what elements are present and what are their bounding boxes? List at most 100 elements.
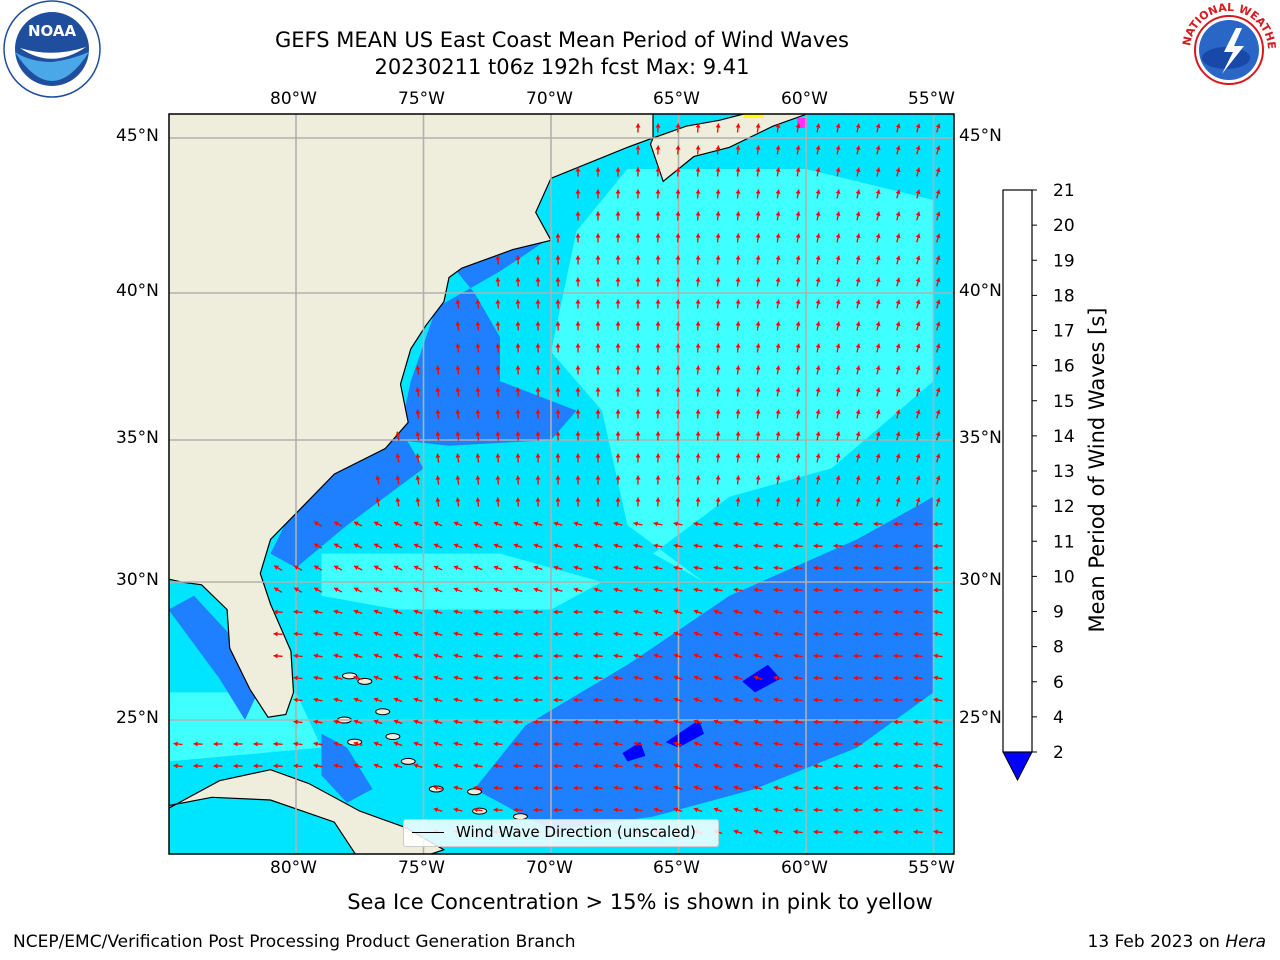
wave-direction-arrowhead (773, 631, 778, 637)
wave-direction-arrowhead (873, 609, 878, 615)
lon-label-top: 60°W (781, 89, 828, 109)
wave-direction-arrowhead (715, 343, 721, 348)
wave-direction-arrowhead (713, 719, 719, 725)
wave-direction-arrowhead (413, 631, 419, 637)
wave-direction-arrowhead (915, 387, 921, 393)
wave-direction-arrowhead (713, 807, 719, 813)
wave-direction-arrowhead (633, 587, 639, 593)
wave-direction-arrowhead (775, 299, 781, 304)
wave-direction-arrowhead (595, 299, 601, 304)
wave-direction-arrowhead (675, 123, 681, 128)
wave-direction-arrowhead (495, 321, 501, 326)
wave-direction-arrowhead (873, 697, 878, 703)
wave-direction-arrowhead (895, 453, 901, 459)
wave-direction-arrowhead (835, 167, 841, 172)
wave-direction-arrowhead (635, 343, 641, 348)
wave-direction-arrowhead (693, 587, 698, 593)
wave-direction-arrowhead (853, 719, 858, 725)
wave-direction-arrowhead (533, 521, 539, 527)
wave-direction-arrowhead (795, 343, 801, 348)
wave-direction-arrowhead (893, 741, 898, 747)
wave-direction-arrowhead (735, 167, 741, 172)
wave-direction-arrowhead (573, 741, 578, 747)
wave-direction-arrowhead (573, 763, 578, 769)
wave-direction-arrowhead (895, 431, 901, 437)
wave-direction-arrowhead (855, 409, 861, 415)
wave-direction-arrowhead (653, 807, 659, 813)
wave-direction-arrowhead (633, 741, 638, 747)
wave-direction-arrowhead (515, 255, 521, 260)
wave-direction-arrowhead (935, 387, 941, 393)
wave-direction-arrowhead (833, 521, 838, 527)
wave-direction-arrowhead (913, 543, 918, 549)
wave-direction-arrowhead (633, 807, 638, 813)
wave-direction-arrowhead (433, 785, 439, 791)
wave-direction-arrowhead (293, 719, 298, 725)
wave-direction-arrowhead (575, 277, 581, 282)
wave-direction-arrowhead (413, 741, 419, 747)
wave-direction-arrowhead (753, 829, 759, 835)
wave-direction-arrowhead (353, 719, 359, 725)
wave-direction-arrowhead (633, 719, 638, 725)
wave-direction-arrowhead (515, 321, 521, 326)
colorbar-tick-label: 4 (1053, 708, 1064, 728)
wave-direction-arrowhead (455, 321, 461, 326)
lon-label-bottom: 60°W (781, 858, 828, 878)
wave-direction-arrowhead (635, 255, 641, 260)
wave-direction-arrowhead (615, 167, 621, 172)
wave-direction-arrowhead (853, 675, 858, 681)
lat-label-right: 25°N (959, 708, 1002, 728)
wave-direction-arrowhead (875, 409, 881, 415)
wave-direction-arrowhead (535, 431, 541, 436)
wave-direction-arrowhead (933, 653, 938, 659)
wave-direction-arrowhead (653, 609, 659, 615)
wave-direction-arrowhead (815, 211, 821, 216)
wave-direction-arrowhead (653, 719, 659, 725)
wave-direction-arrowhead (913, 719, 918, 725)
wave-direction-arrowhead (493, 785, 498, 791)
wave-direction-arrowhead (513, 521, 519, 527)
wave-direction-arrowhead (655, 189, 661, 194)
wave-direction-arrowhead (635, 431, 641, 436)
wave-direction-arrowhead (393, 609, 399, 615)
wave-direction-arrowhead (455, 475, 461, 480)
wave-direction-arrowhead (915, 167, 921, 173)
wave-direction-arrowhead (613, 741, 618, 747)
wave-direction-arrowhead (855, 145, 861, 151)
wave-direction-arrowhead (853, 763, 858, 769)
wave-direction-arrowhead (915, 475, 921, 481)
wave-direction-arrowhead (595, 189, 601, 194)
wave-direction-arrowhead (895, 343, 901, 349)
wave-direction-arrowhead (615, 211, 621, 216)
wave-direction-arrowhead (693, 675, 699, 681)
wave-direction-arrowhead (813, 785, 818, 791)
wave-direction-arrowhead (773, 829, 778, 835)
wave-direction-arrowhead (573, 719, 578, 725)
wave-direction-arrowhead (575, 365, 581, 370)
wave-direction-arrowhead (595, 343, 601, 348)
wave-direction-arrowhead (635, 299, 641, 304)
wave-direction-arrowhead (895, 299, 901, 305)
wave-direction-arrowhead (615, 453, 621, 458)
wave-direction-arrowhead (655, 475, 661, 480)
wave-direction-arrowhead (553, 785, 558, 791)
wave-direction-arrowhead (833, 653, 838, 659)
wave-direction-arrowhead (693, 763, 699, 769)
wave-direction-arrowhead (533, 631, 538, 637)
wave-direction-arrowhead (455, 365, 461, 370)
wave-direction-arrowhead (615, 233, 621, 238)
wave-direction-arrowhead (795, 409, 801, 414)
wave-direction-arrowhead (873, 675, 878, 681)
wave-direction-arrowhead (713, 675, 719, 681)
wave-direction-arrowhead (935, 277, 941, 283)
wave-direction-arrowhead (693, 719, 699, 725)
wave-direction-arrowhead (735, 299, 741, 304)
sea-ice-patch (797, 118, 807, 128)
wave-direction-arrowhead (653, 785, 659, 791)
wave-direction-arrowhead (513, 565, 519, 571)
wave-direction-arrowhead (313, 741, 318, 747)
wave-direction-arrowhead (593, 763, 598, 769)
wave-direction-arrowhead (354, 543, 359, 548)
wave-direction-arrowhead (595, 233, 601, 238)
wave-direction-arrowhead (733, 521, 738, 527)
